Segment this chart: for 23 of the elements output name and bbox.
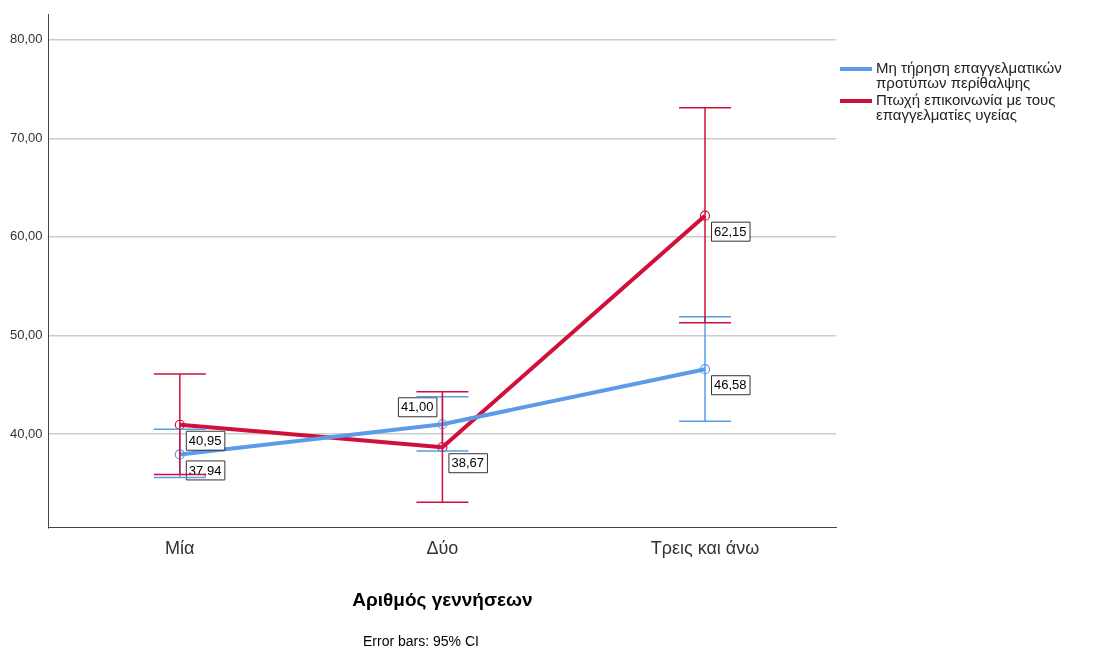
y-tick-label: 60,00 [9,228,43,244]
y-tick-label: 40,00 [9,425,43,441]
point [437,442,448,453]
x-axis-title: Αριθμός γεννήσεων [352,589,533,611]
y-tick-label: 50,00 [9,327,43,343]
point [174,449,185,460]
data-label: 62,15 [714,223,747,239]
legend-label: Πτωχή επικοινωνία με τους επαγγελματίες υγείας [876,91,1057,123]
y-tick-label: 70,00 [9,129,43,145]
point [699,210,711,221]
data-label: 41,00 [400,399,434,415]
point [437,419,448,430]
data-label: 40,95 [188,432,222,448]
point [174,419,185,430]
x-tick-label: Μία [165,537,195,558]
data-label: 38,67 [451,455,484,471]
x-tick-label: Τρεις και άνω [650,537,760,558]
x-tick-label: Δύο [426,537,459,558]
y-tick-label: 80,00 [9,31,43,47]
text: Error bars: 95% CI [363,633,479,650]
data-label: 46,58 [714,377,747,393]
point [699,364,711,375]
legend-label: Μη τήρηση επαγγελματικών προτύπων περίθαλψης [876,59,1063,91]
